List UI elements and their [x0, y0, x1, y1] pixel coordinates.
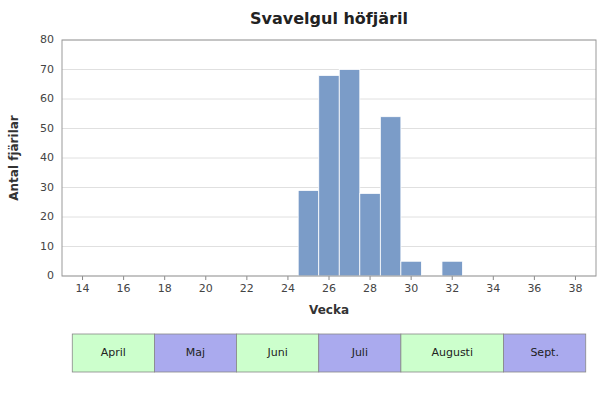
bar: [401, 261, 422, 276]
x-tick-label: 28: [363, 282, 377, 295]
x-tick-label: 20: [199, 282, 213, 295]
x-tick: [575, 276, 576, 280]
month-band: [319, 334, 401, 372]
month-label: Augusti: [431, 346, 473, 359]
x-tick: [370, 276, 371, 280]
x-tick: [493, 276, 494, 280]
x-tick-label: 22: [240, 282, 254, 295]
month-bands: April Maj Juni Juli Augusti Sept.: [72, 334, 585, 372]
y-tick-label: 40: [40, 151, 54, 164]
month-band: [72, 334, 154, 372]
month-band: [504, 334, 586, 372]
month-band: [154, 334, 236, 372]
bar: [319, 75, 340, 276]
y-tick-label: 70: [40, 63, 54, 76]
x-tick-label: 30: [404, 282, 418, 295]
x-tick: [287, 276, 288, 280]
x-tick-label: 24: [281, 282, 295, 295]
y-grid: 0 10 20 30 40 50 60 70 80: [40, 33, 596, 282]
month-label: Maj: [186, 346, 205, 359]
grid-line: [62, 69, 596, 70]
y-tick-label: 60: [40, 92, 54, 105]
x-tick-label: 16: [117, 282, 131, 295]
x-tick: [452, 276, 453, 280]
x-tick-label: 18: [158, 282, 172, 295]
plot-area: [62, 40, 596, 276]
plot-frame: [62, 40, 596, 276]
month-label: Juli: [351, 346, 368, 359]
x-axis-label: Vecka: [309, 303, 349, 317]
x-axis: 14 16 18 20 22 24 26 28 30 32 34 36 38: [76, 276, 583, 295]
x-tick-label: 34: [486, 282, 500, 295]
month-band: [237, 334, 319, 372]
x-tick: [123, 276, 124, 280]
bar: [380, 117, 401, 276]
bars: [298, 70, 462, 277]
y-tick-label: 30: [40, 181, 54, 194]
y-tick-label: 0: [47, 269, 54, 282]
month-label: Juni: [267, 346, 288, 359]
month-label: Sept.: [530, 346, 559, 359]
x-tick-label: 32: [445, 282, 459, 295]
x-tick-label: 26: [322, 282, 336, 295]
y-tick-label: 10: [40, 240, 54, 253]
month-label: April: [101, 346, 126, 359]
x-tick: [82, 276, 83, 280]
y-tick-label: 20: [40, 210, 54, 223]
title: Svavelgul höfjäril: [250, 9, 408, 28]
bar: [339, 70, 360, 277]
x-tick: [246, 276, 247, 280]
y-axis-label: Antal fjärilar: [7, 115, 21, 201]
bar: [298, 190, 319, 276]
x-tick-label: 14: [76, 282, 90, 295]
bar: [442, 261, 463, 276]
x-tick-label: 36: [527, 282, 541, 295]
x-tick: [205, 276, 206, 280]
x-tick: [411, 276, 412, 280]
x-tick: [534, 276, 535, 280]
chart: 0 10 20 30 40 50 60 70 80 14 16 18 20 22 24 26 28 30 32 34 3…: [0, 0, 612, 420]
y-tick-label: 50: [40, 122, 54, 135]
x-tick: [329, 276, 330, 280]
x-tick: [164, 276, 165, 280]
month-band: [401, 334, 504, 372]
x-tick-label: 38: [568, 282, 582, 295]
bar: [360, 193, 381, 276]
y-tick-label: 80: [40, 33, 54, 46]
